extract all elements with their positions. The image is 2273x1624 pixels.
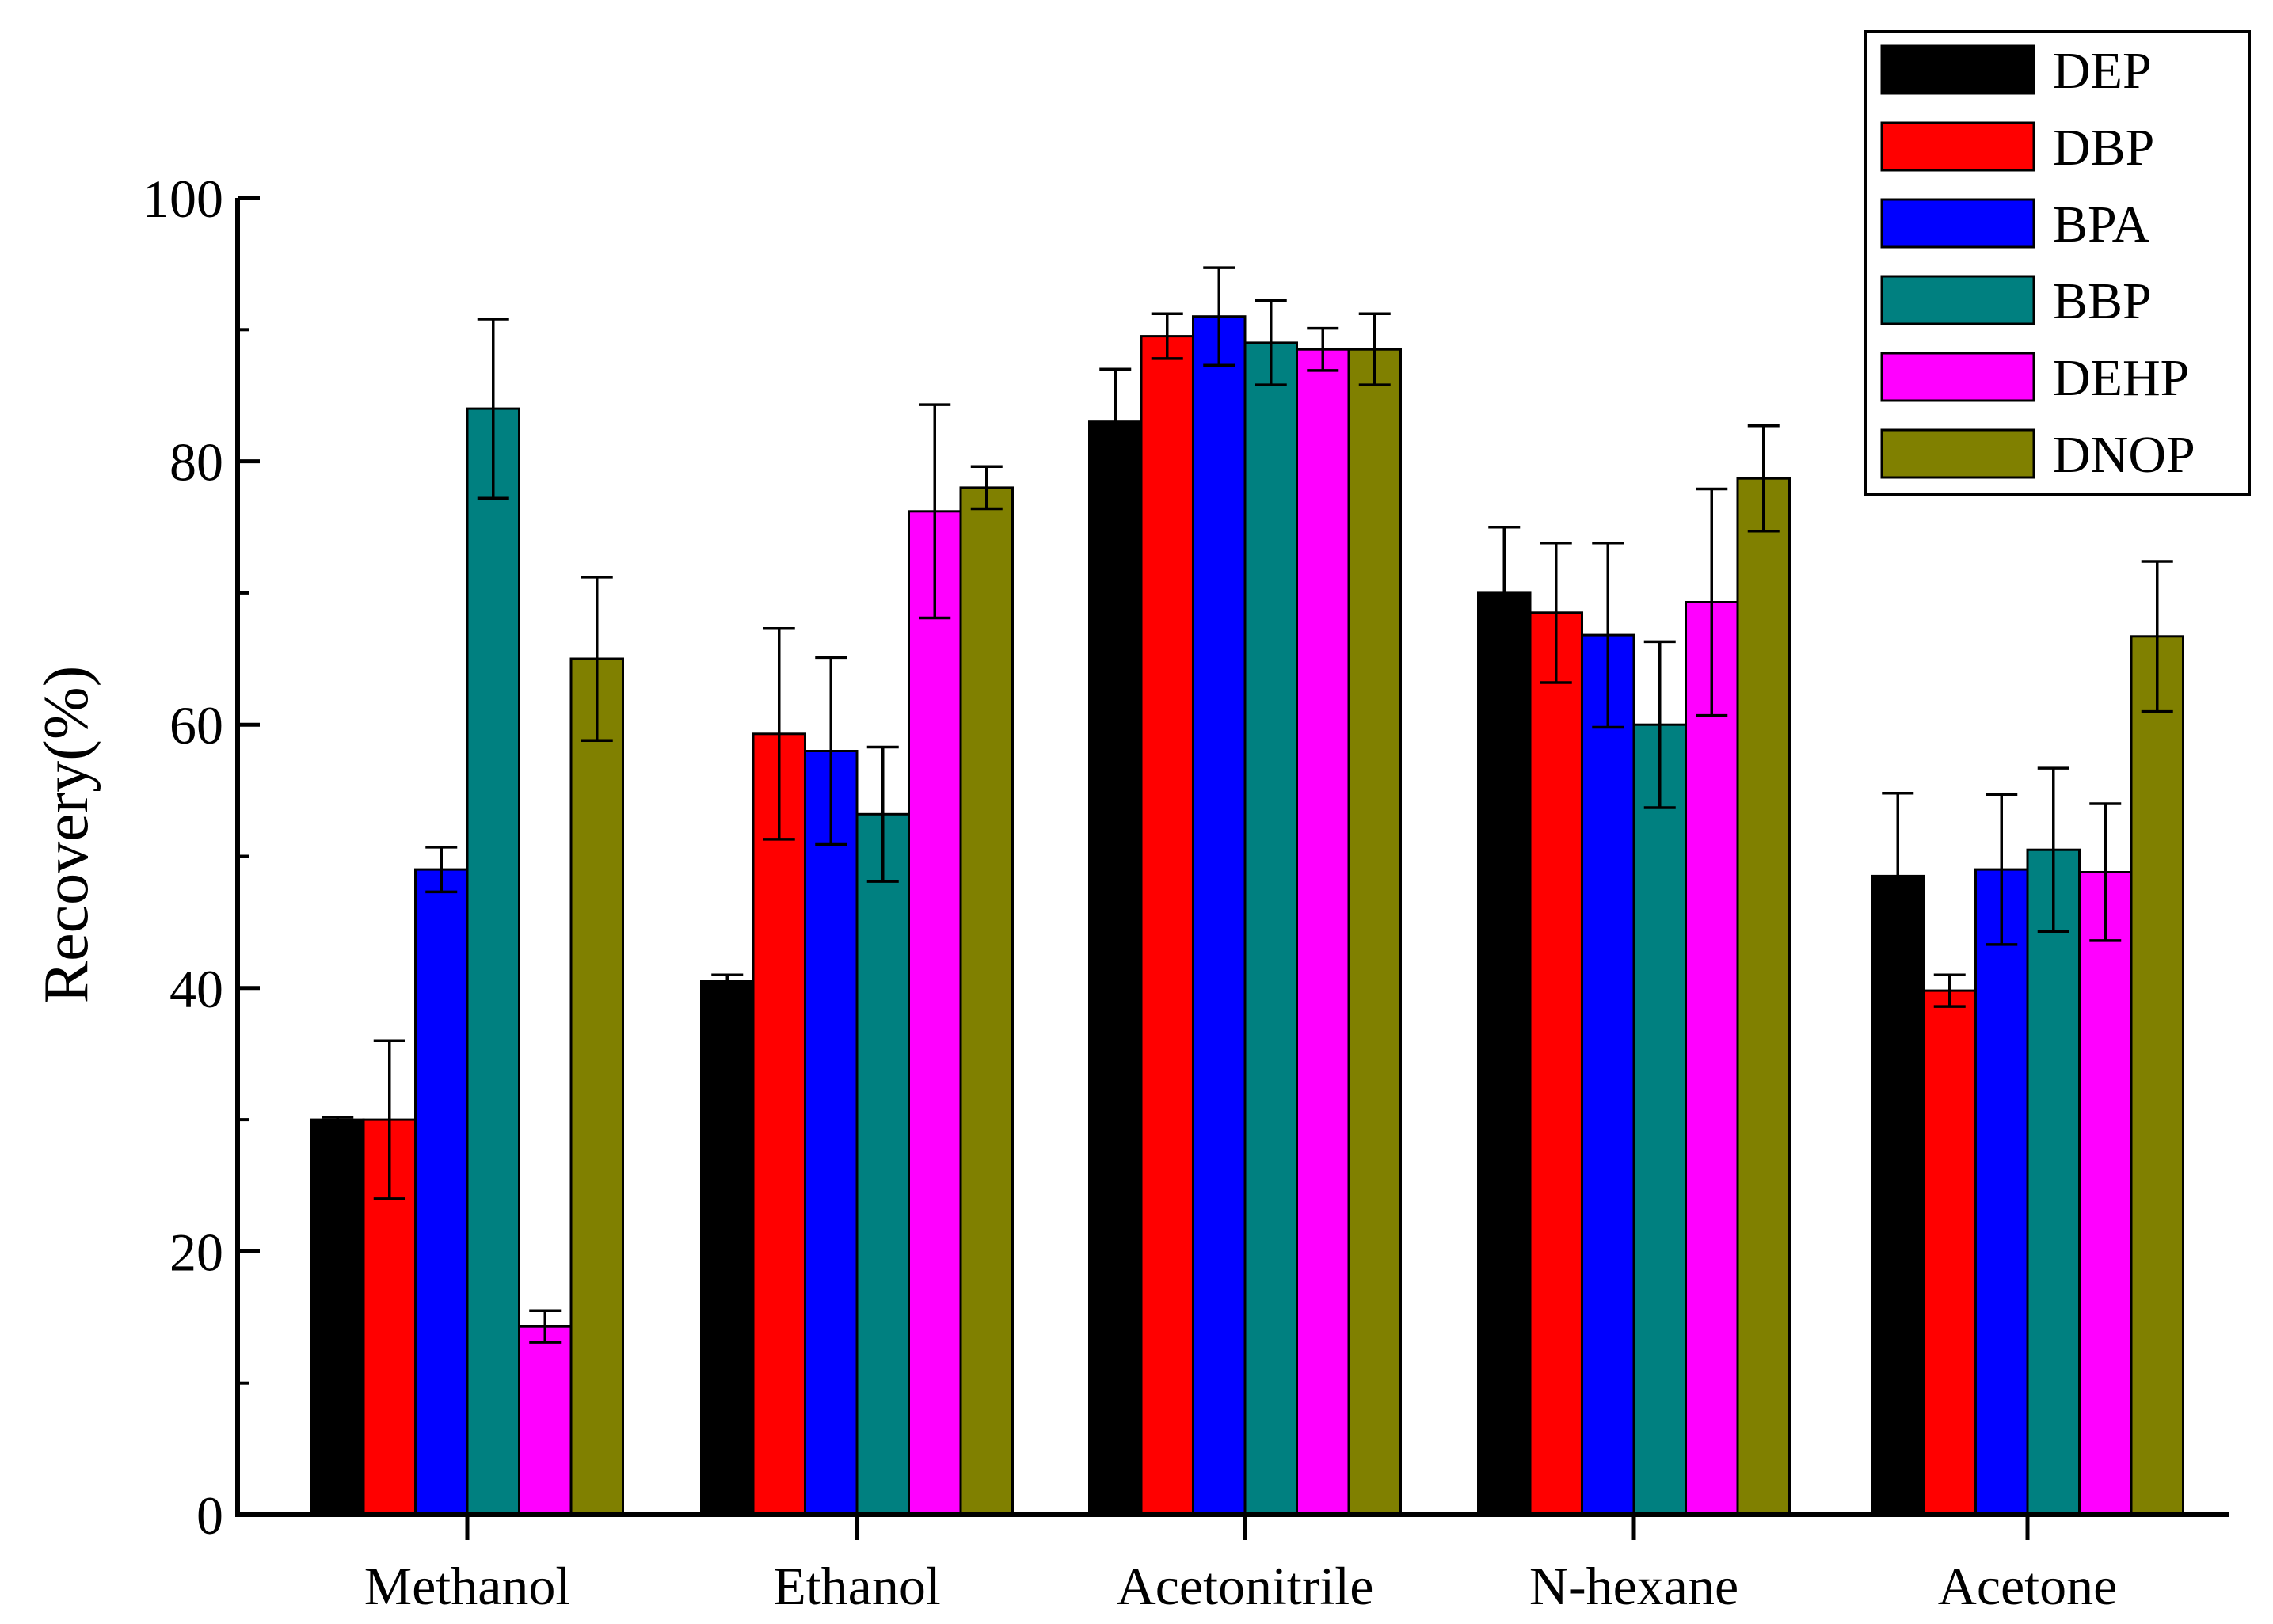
bar-bbp-acetonitrile [1243,341,1298,1516]
bar-dbp-ethanol [752,732,806,1516]
bar-bpa-n-hexane [1581,633,1635,1516]
bar-dehp-acetone [2078,871,2133,1516]
legend-swatch-dbp [1880,121,2035,172]
legend-box [1864,30,2251,496]
bar-dnop-acetone [2130,635,2184,1516]
bar-dbp-acetone [1922,989,1977,1516]
bar-dep-n-hexane [1477,591,1532,1516]
bar-dnop-n-hexane [1736,477,1791,1516]
axes-layer: 0 20 40 60 80 100 Methanol Ethanol Acetonitrile N… [143,169,2229,1616]
y-axis-title: Recovery(%) [32,666,101,1003]
bar-dehp-ethanol [908,510,962,1516]
legend-swatch-dep [1880,44,2035,95]
legend-label-dehp: DEHP [2053,349,2189,407]
x-tick-label-acetone: Acetone [1938,1556,2118,1616]
bar-dnop-methanol [569,657,624,1516]
bar-dep-methanol [310,1118,365,1516]
legend-label-dnop: DNOP [2053,426,2195,484]
bar-bbp-methanol [466,407,520,1516]
legend-label-bbp: BBP [2053,272,2152,330]
legend-swatch-bbp [1880,275,2035,325]
y-tick-label: 80 [169,432,223,493]
y-tick-label: 60 [169,695,223,755]
y-tick-label: 40 [169,959,223,1019]
bar-dnop-ethanol [959,486,1014,1516]
legend-label-dbp: DBP [2053,119,2154,177]
bar-dep-acetonitrile [1088,420,1143,1516]
bar-bbp-ethanol [855,812,910,1516]
bar-bbp-acetone [2026,848,2081,1516]
bar-dehp-n-hexane [1685,601,1739,1516]
bar-bpa-acetone [1974,868,2029,1516]
bar-dbp-acetonitrile [1140,335,1194,1516]
legend-swatch-dehp [1880,352,2035,402]
legend-swatch-dnop [1880,428,2035,479]
bar-dep-ethanol [700,980,755,1516]
y-tick-label: 100 [143,169,223,229]
bar-bpa-acetonitrile [1192,315,1247,1516]
legend-label-bpa: BPA [2053,196,2150,253]
y-tick-label: 0 [196,1485,223,1546]
x-tick-label-acetonitrile: Acetonitrile [1117,1556,1374,1616]
legend: DEP DBP BPA BBP DEHP DNOP [1864,30,2251,496]
x-tick-label-methanol: Methanol [364,1556,571,1616]
bar-bpa-methanol [414,868,469,1516]
x-tick-label-ethanol: Ethanol [773,1556,941,1616]
legend-label-dep: DEP [2053,42,2152,100]
bar-bbp-n-hexane [1632,723,1687,1516]
bars-layer [310,266,2184,1516]
y-tick-label: 20 [169,1222,223,1282]
bar-dehp-methanol [518,1325,573,1516]
bar-bpa-ethanol [804,750,859,1516]
bar-dep-acetone [1871,874,1925,1516]
legend-swatch-bpa [1880,198,2035,249]
x-tick-label-n-hexane: N-hexane [1529,1556,1738,1616]
bar-dnop-acetonitrile [1347,348,1402,1516]
bar-dehp-acetonitrile [1296,348,1350,1516]
bar-dbp-n-hexane [1529,611,1583,1516]
